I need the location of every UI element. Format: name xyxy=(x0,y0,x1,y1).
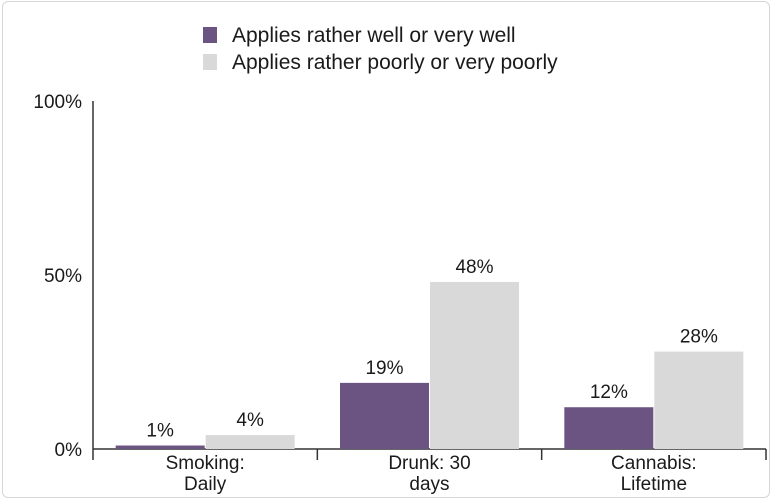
x-category-label: Cannabis: Lifetime xyxy=(611,453,697,495)
y-tick-label: 100% xyxy=(33,92,82,113)
legend: Applies rather well or very well Applies … xyxy=(203,24,558,74)
y-tick-label: 50% xyxy=(44,266,82,287)
bar-series-1 xyxy=(564,407,654,449)
data-label: 1% xyxy=(146,421,174,442)
y-axis: 0% 50% 100% xyxy=(33,92,94,461)
data-labels: 1% 4% 19% 48% 12% 28% xyxy=(146,257,718,442)
data-label: 4% xyxy=(236,410,264,431)
x-category-label: Drunk: 30 days xyxy=(388,453,470,495)
bar-series-1 xyxy=(340,382,429,449)
x-axis: Smoking: Daily Drunk: 30 days Cannabis: Lifet… xyxy=(92,448,767,495)
bar-series-1 xyxy=(115,445,205,449)
bars xyxy=(115,281,744,449)
bar-series-2 xyxy=(430,281,519,449)
data-label: 19% xyxy=(365,358,403,379)
x-category-label: Smoking: Daily xyxy=(166,453,245,495)
y-tick-label: 0% xyxy=(55,440,83,461)
bar-series-2 xyxy=(205,435,295,449)
bar-series-2 xyxy=(654,351,744,449)
legend-label-2: Applies rather poorly or very poorly xyxy=(232,51,558,74)
data-label: 12% xyxy=(590,382,628,403)
legend-swatch-2 xyxy=(203,54,217,70)
legend-label-1: Applies rather well or very well xyxy=(232,24,516,47)
data-label: 28% xyxy=(680,327,718,348)
legend-swatch-1 xyxy=(203,27,217,43)
data-label: 48% xyxy=(455,257,493,278)
